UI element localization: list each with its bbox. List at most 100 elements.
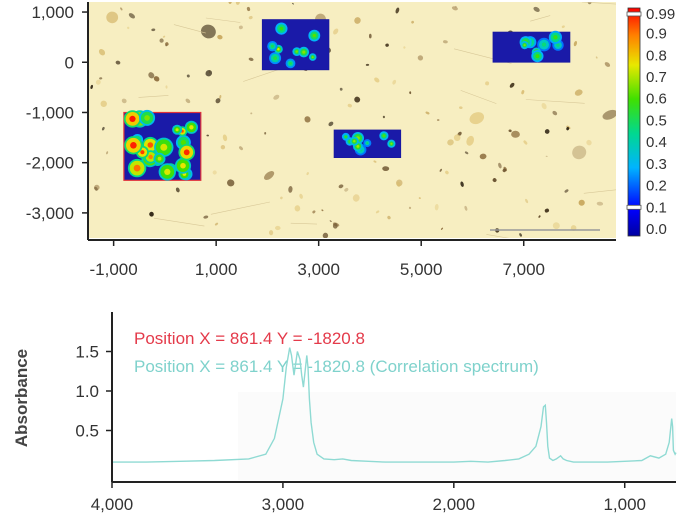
scratch bbox=[525, 99, 585, 104]
speck bbox=[403, 46, 406, 49]
colorbar: 0.99 0.9 0.8 0.7 0.6 0.5 0.4 0.3 0.2 0.1 0.0 bbox=[626, 6, 675, 238]
speck bbox=[219, 95, 222, 99]
hotspot-core bbox=[130, 142, 137, 149]
speck bbox=[541, 102, 547, 110]
map-x-tick-label: 1,000 bbox=[195, 260, 238, 279]
speck bbox=[99, 77, 103, 80]
speck bbox=[533, 6, 540, 12]
speck bbox=[151, 28, 156, 32]
hotspot-core bbox=[390, 142, 393, 145]
hotspot-core bbox=[289, 62, 292, 65]
colorbar-tick-label: 0.9 bbox=[646, 26, 667, 43]
speck bbox=[573, 40, 578, 47]
speck bbox=[162, 35, 166, 38]
speck bbox=[451, 6, 458, 11]
position-label: Position X = 861.4 Y = -1820.8 bbox=[134, 329, 365, 348]
speck bbox=[248, 57, 254, 61]
spectrum-plot-shade bbox=[238, 392, 676, 480]
speck bbox=[148, 72, 155, 79]
speck bbox=[306, 172, 309, 176]
scratch bbox=[460, 90, 497, 104]
speck bbox=[214, 222, 219, 226]
speck bbox=[375, 210, 380, 214]
spectrum-y-tick-label: 0.5 bbox=[75, 422, 99, 441]
hotspot-core bbox=[175, 128, 179, 132]
spectrum-x-tick-label: 3,000 bbox=[262, 495, 305, 514]
speck bbox=[212, 170, 217, 175]
speck bbox=[121, 98, 127, 104]
speck bbox=[365, 63, 370, 66]
hotspot-core bbox=[183, 149, 190, 156]
speck bbox=[385, 43, 389, 47]
scratch bbox=[581, 2, 616, 5]
speck bbox=[304, 116, 311, 123]
speck bbox=[153, 76, 160, 82]
scratch bbox=[173, 24, 206, 34]
speck bbox=[217, 34, 223, 40]
colorbar-tick-label: 0.5 bbox=[646, 112, 667, 129]
map-x-ticks: -1,000 1,000 3,000 5,000 7,000 bbox=[90, 240, 545, 279]
spectrum-x-ticks: 4,000 3,000 2,000 1,000 bbox=[91, 482, 646, 514]
hotspot-core bbox=[273, 56, 277, 60]
hotspot-core bbox=[147, 142, 154, 148]
speck bbox=[321, 209, 324, 212]
speck bbox=[492, 178, 497, 183]
speck bbox=[538, 215, 541, 218]
colorbar-tick-label: 0.8 bbox=[646, 47, 667, 64]
speck bbox=[509, 82, 515, 88]
colorbar-tick-label: 0.2 bbox=[646, 178, 667, 195]
scratch bbox=[205, 17, 241, 23]
speck bbox=[149, 211, 154, 217]
map-region bbox=[492, 30, 571, 63]
speck bbox=[409, 91, 412, 95]
speck bbox=[127, 26, 130, 30]
speck bbox=[175, 187, 180, 193]
speck bbox=[115, 60, 121, 65]
speck bbox=[602, 109, 616, 120]
speck bbox=[333, 28, 339, 35]
speck bbox=[523, 140, 528, 145]
speck bbox=[434, 204, 439, 211]
y-axis-title: Absorbance bbox=[12, 349, 31, 447]
speck bbox=[408, 206, 412, 209]
speck bbox=[186, 74, 190, 78]
spectrum-y-tick-label: 1.5 bbox=[75, 343, 99, 362]
speck bbox=[338, 184, 344, 189]
hotspot-core bbox=[189, 125, 194, 130]
speck bbox=[239, 146, 243, 151]
speck bbox=[418, 197, 421, 200]
speck bbox=[227, 179, 235, 187]
hotspot-core bbox=[553, 35, 558, 40]
speck bbox=[564, 189, 569, 193]
scratch bbox=[583, 189, 616, 194]
speck bbox=[275, 225, 281, 231]
speck bbox=[479, 153, 487, 160]
speck bbox=[373, 160, 377, 163]
speck bbox=[165, 85, 168, 89]
speck bbox=[544, 129, 550, 134]
speck bbox=[596, 201, 604, 206]
speck bbox=[159, 38, 164, 43]
hotspot-core bbox=[344, 135, 347, 138]
speck bbox=[382, 115, 386, 119]
hotspot-core bbox=[541, 42, 547, 47]
hotspot-core bbox=[140, 150, 145, 155]
speck bbox=[396, 181, 401, 187]
map-y-tick-label: 0 bbox=[65, 53, 74, 72]
map-x-tick-label: 7,000 bbox=[502, 260, 545, 279]
speck bbox=[382, 166, 390, 172]
speck bbox=[387, 215, 391, 220]
colorbar-labels: 0.99 0.9 0.8 0.7 0.6 0.5 0.4 0.3 0.2 0.1 0.0 bbox=[646, 6, 675, 238]
map-x-tick-label: 5,000 bbox=[400, 260, 443, 279]
map-panel: -1,000 1,000 3,000 5,000 7,000 1,0000-1,000-… bbox=[26, 2, 616, 279]
hotspot-core bbox=[356, 145, 360, 148]
speck bbox=[508, 129, 512, 133]
hotspot-core bbox=[523, 44, 526, 47]
speck bbox=[578, 199, 585, 206]
hotspot-core bbox=[535, 54, 540, 59]
hotspot-core bbox=[353, 140, 356, 143]
map-region bbox=[261, 19, 330, 71]
scratch bbox=[486, 234, 510, 238]
speck bbox=[120, 7, 123, 11]
map-y-ticks: 1,000 0 -1,000 -2,000 -3,000 bbox=[26, 3, 88, 223]
